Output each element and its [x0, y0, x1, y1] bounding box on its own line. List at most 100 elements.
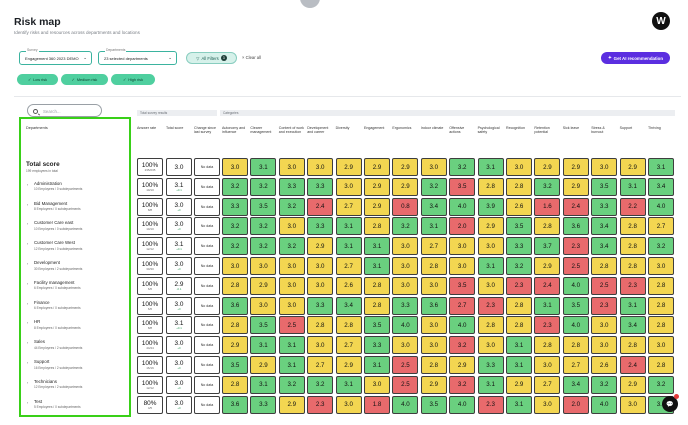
category-score-cell[interactable]: 3.4 [591, 217, 618, 236]
category-score-cell[interactable]: 2.9 [477, 217, 504, 236]
category-score-cell[interactable]: 3.1 [278, 356, 305, 374]
category-score-cell[interactable]: 3.2 [278, 375, 305, 394]
category-score-cell[interactable]: 2.9 [222, 336, 248, 355]
category-score-cell[interactable]: 2.5 [562, 257, 589, 275]
category-score-cell[interactable]: 3.0 [278, 257, 305, 275]
category-score-cell[interactable]: 3.3 [506, 237, 532, 256]
category-score-cell[interactable]: 2.7 [335, 197, 362, 216]
category-score-cell[interactable]: 3.3 [307, 217, 334, 236]
category-score-cell[interactable]: 2.3 [534, 316, 561, 335]
category-score-cell[interactable]: 3.0 [648, 257, 674, 275]
category-score-cell[interactable]: 3.1 [477, 375, 504, 394]
category-score-cell[interactable]: 4.0 [449, 197, 476, 216]
category-score-cell[interactable]: 3.2 [392, 217, 419, 236]
department-name[interactable]: Technicians [34, 378, 57, 384]
category-score-cell[interactable]: 2.9 [534, 158, 561, 176]
department-name[interactable]: Test [34, 398, 43, 404]
category-score-cell[interactable]: 4.0 [392, 395, 419, 414]
department-name[interactable]: Administration [34, 180, 62, 186]
category-score-cell[interactable]: 2.9 [619, 375, 646, 394]
category-score-cell[interactable]: 3.5 [420, 395, 447, 414]
category-score-cell[interactable]: 3.1 [619, 177, 646, 196]
chevron-right-icon[interactable]: › [27, 380, 29, 385]
category-score-cell[interactable]: 2.9 [506, 375, 532, 394]
category-score-cell[interactable]: 3.5 [222, 356, 248, 374]
category-score-cell[interactable]: 3.2 [420, 177, 447, 196]
category-score-cell[interactable]: 2.0 [449, 217, 476, 236]
category-score-cell[interactable]: 3.1 [534, 296, 561, 315]
category-score-cell[interactable]: 4.0 [449, 395, 476, 414]
all-filters-button[interactable]: ▽ All Filters 3 [186, 52, 237, 64]
category-score-cell[interactable]: 2.8 [364, 296, 390, 315]
category-score-cell[interactable]: 2.8 [420, 257, 447, 275]
category-score-cell[interactable]: 3.0 [278, 158, 305, 176]
category-score-cell[interactable]: 2.9 [335, 356, 362, 374]
category-score-cell[interactable]: 2.4 [619, 356, 646, 374]
category-score-cell[interactable]: 3.0 [619, 395, 646, 414]
category-score-cell[interactable]: 3.1 [364, 257, 390, 275]
category-score-cell[interactable]: 3.2 [648, 375, 674, 394]
category-score-cell[interactable]: 3.0 [278, 217, 305, 236]
category-score-cell[interactable]: 3.5 [562, 296, 589, 315]
category-score-cell[interactable]: 1.8 [364, 395, 390, 414]
category-score-cell[interactable]: 1.6 [534, 197, 561, 216]
category-score-cell[interactable]: 3.2 [449, 158, 476, 176]
category-score-cell[interactable]: 3.0 [335, 395, 362, 414]
chevron-right-icon[interactable]: › [27, 262, 29, 266]
category-score-cell[interactable]: 3.0 [392, 237, 419, 256]
category-score-cell[interactable]: 3.1 [364, 237, 390, 256]
category-score-cell[interactable]: 3.4 [335, 296, 362, 315]
category-score-cell[interactable]: 3.0 [222, 158, 248, 176]
category-score-cell[interactable]: 4.0 [562, 276, 589, 295]
category-score-cell[interactable]: 4.0 [449, 316, 476, 335]
category-score-cell[interactable]: 2.8 [364, 276, 390, 295]
department-name[interactable]: Bid Management [34, 200, 68, 206]
chevron-right-icon[interactable]: › [27, 341, 29, 346]
category-score-cell[interactable]: 3.0 [591, 316, 618, 335]
category-score-cell[interactable]: 3.1 [250, 336, 277, 355]
category-score-cell[interactable]: 2.9 [562, 158, 589, 176]
category-score-cell[interactable]: 2.7 [335, 257, 362, 275]
category-score-cell[interactable]: 3.2 [591, 375, 618, 394]
category-score-cell[interactable]: 2.4 [307, 197, 334, 216]
chevron-right-icon[interactable]: › [27, 321, 29, 326]
category-score-cell[interactable]: 3.2 [250, 217, 277, 236]
category-score-cell[interactable]: 2.8 [506, 316, 532, 335]
category-score-cell[interactable]: 3.2 [278, 237, 305, 256]
department-name[interactable]: Facility management [34, 279, 75, 285]
category-score-cell[interactable]: 3.1 [506, 336, 532, 355]
category-score-cell[interactable]: 3.0 [307, 158, 334, 176]
category-score-cell[interactable]: 2.8 [364, 217, 390, 236]
category-score-cell[interactable]: 3.1 [506, 356, 532, 374]
category-score-cell[interactable]: 2.9 [278, 395, 305, 414]
category-score-cell[interactable]: 3.0 [392, 336, 419, 355]
category-score-cell[interactable]: 3.2 [222, 217, 248, 236]
category-score-cell[interactable]: 2.5 [392, 356, 419, 374]
department-name[interactable]: HR [34, 319, 41, 325]
chip-high-risk[interactable]: ✓ High risk [111, 74, 155, 85]
category-score-cell[interactable]: 4.0 [562, 316, 589, 335]
category-score-cell[interactable]: 3.0 [449, 257, 476, 275]
category-score-cell[interactable]: 2.8 [562, 336, 589, 355]
category-score-cell[interactable]: 2.8 [335, 316, 362, 335]
department-name[interactable]: Customer Care east [34, 220, 74, 226]
department-name[interactable]: Finance [34, 299, 50, 305]
category-score-cell[interactable]: 2.7 [307, 356, 334, 374]
category-score-cell[interactable]: 2.5 [591, 276, 618, 295]
clear-all-button[interactable]: × Clear all [242, 55, 261, 60]
category-score-cell[interactable]: 2.3 [307, 395, 334, 414]
category-score-cell[interactable]: 2.8 [506, 296, 532, 315]
close-button[interactable]: × [300, 0, 320, 8]
category-score-cell[interactable]: 2.9 [392, 177, 419, 196]
category-score-cell[interactable]: 2.8 [648, 356, 674, 374]
category-score-cell[interactable]: 2.6 [506, 197, 532, 216]
category-score-cell[interactable]: 2.5 [392, 375, 419, 394]
category-score-cell[interactable]: 2.8 [222, 375, 248, 394]
category-score-cell[interactable]: 2.7 [562, 356, 589, 374]
department-name[interactable]: Customer Care West [34, 240, 75, 246]
category-score-cell[interactable]: 3.0 [420, 316, 447, 335]
category-score-cell[interactable]: 3.1 [619, 296, 646, 315]
department-select[interactable]: Departments 23 selected departments ⌄ [98, 48, 177, 65]
category-score-cell[interactable]: 3.0 [278, 276, 305, 295]
category-score-cell[interactable]: 3.4 [619, 316, 646, 335]
